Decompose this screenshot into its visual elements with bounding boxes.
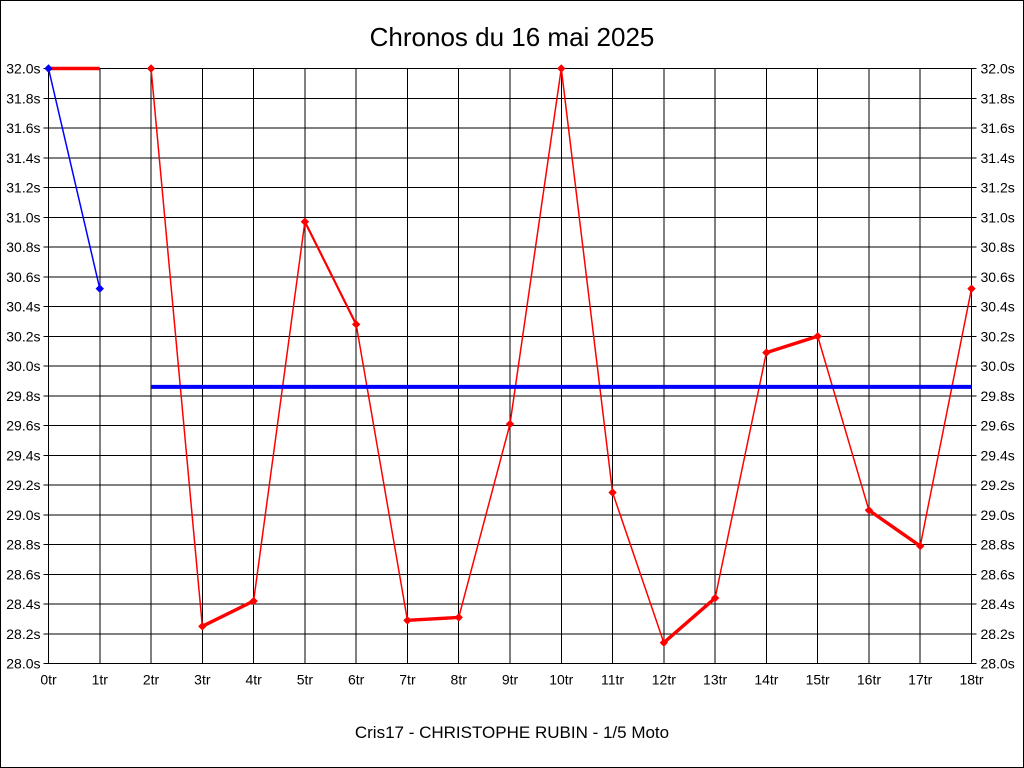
svg-text:11tr: 11tr bbox=[601, 672, 624, 688]
svg-text:29.6s: 29.6s bbox=[6, 418, 40, 434]
svg-text:31.6s: 31.6s bbox=[6, 120, 40, 136]
svg-text:32.0s: 32.0s bbox=[981, 61, 1015, 77]
svg-text:30.4s: 30.4s bbox=[6, 299, 40, 315]
svg-text:9tr: 9tr bbox=[502, 672, 519, 688]
svg-text:31.6s: 31.6s bbox=[981, 120, 1015, 136]
svg-text:14tr: 14tr bbox=[754, 672, 778, 688]
svg-text:1tr: 1tr bbox=[92, 672, 109, 688]
svg-text:28.8s: 28.8s bbox=[6, 537, 40, 553]
svg-text:29.0s: 29.0s bbox=[6, 507, 40, 523]
svg-text:13tr: 13tr bbox=[703, 672, 727, 688]
svg-text:8tr: 8tr bbox=[451, 672, 468, 688]
svg-text:3tr: 3tr bbox=[194, 672, 211, 688]
svg-text:29.0s: 29.0s bbox=[981, 507, 1015, 523]
svg-text:15tr: 15tr bbox=[806, 672, 830, 688]
svg-text:0tr: 0tr bbox=[40, 672, 57, 688]
svg-text:12tr: 12tr bbox=[652, 672, 676, 688]
svg-text:31.0s: 31.0s bbox=[6, 209, 40, 225]
svg-text:4tr: 4tr bbox=[245, 672, 262, 688]
svg-text:28.2s: 28.2s bbox=[6, 626, 40, 642]
svg-text:29.4s: 29.4s bbox=[6, 447, 40, 463]
svg-text:28.8s: 28.8s bbox=[981, 537, 1015, 553]
svg-text:17tr: 17tr bbox=[908, 672, 932, 688]
svg-text:30.8s: 30.8s bbox=[981, 239, 1015, 255]
svg-text:31.2s: 31.2s bbox=[981, 180, 1015, 196]
svg-text:29.8s: 29.8s bbox=[6, 388, 40, 404]
svg-text:10tr: 10tr bbox=[549, 672, 573, 688]
svg-text:31.4s: 31.4s bbox=[6, 150, 40, 166]
svg-text:30.6s: 30.6s bbox=[6, 269, 40, 285]
svg-text:29.2s: 29.2s bbox=[981, 477, 1015, 493]
svg-text:28.6s: 28.6s bbox=[6, 566, 40, 582]
svg-text:30.2s: 30.2s bbox=[6, 328, 40, 344]
svg-text:28.4s: 28.4s bbox=[981, 596, 1015, 612]
chart-title: Chronos du 16 mai 2025 bbox=[369, 22, 655, 52]
svg-text:31.2s: 31.2s bbox=[6, 180, 40, 196]
svg-text:29.2s: 29.2s bbox=[6, 477, 40, 493]
svg-text:30.8s: 30.8s bbox=[6, 239, 40, 255]
svg-text:16tr: 16tr bbox=[857, 672, 881, 688]
svg-text:29.4s: 29.4s bbox=[981, 447, 1015, 463]
svg-text:28.0s: 28.0s bbox=[6, 656, 40, 672]
svg-text:30.0s: 30.0s bbox=[981, 358, 1015, 374]
svg-text:30.0s: 30.0s bbox=[6, 358, 40, 374]
svg-text:28.6s: 28.6s bbox=[981, 566, 1015, 582]
svg-text:30.6s: 30.6s bbox=[981, 269, 1015, 285]
svg-text:28.0s: 28.0s bbox=[981, 656, 1015, 672]
svg-text:29.6s: 29.6s bbox=[981, 418, 1015, 434]
svg-text:31.0s: 31.0s bbox=[981, 209, 1015, 225]
svg-text:7tr: 7tr bbox=[399, 672, 416, 688]
svg-text:2tr: 2tr bbox=[143, 672, 160, 688]
svg-text:31.8s: 31.8s bbox=[6, 90, 40, 106]
svg-text:32.0s: 32.0s bbox=[6, 61, 40, 77]
svg-text:30.4s: 30.4s bbox=[981, 299, 1015, 315]
svg-text:6tr: 6tr bbox=[348, 672, 365, 688]
svg-text:31.4s: 31.4s bbox=[981, 150, 1015, 166]
svg-text:30.2s: 30.2s bbox=[981, 328, 1015, 344]
svg-text:28.4s: 28.4s bbox=[6, 596, 40, 612]
svg-text:18tr: 18tr bbox=[959, 672, 983, 688]
svg-text:29.8s: 29.8s bbox=[981, 388, 1015, 404]
svg-text:5tr: 5tr bbox=[297, 672, 314, 688]
svg-text:31.8s: 31.8s bbox=[981, 90, 1015, 106]
chart-footer: Cris17 - CHRISTOPHE RUBIN - 1/5 Moto bbox=[354, 723, 670, 742]
svg-text:28.2s: 28.2s bbox=[981, 626, 1015, 642]
